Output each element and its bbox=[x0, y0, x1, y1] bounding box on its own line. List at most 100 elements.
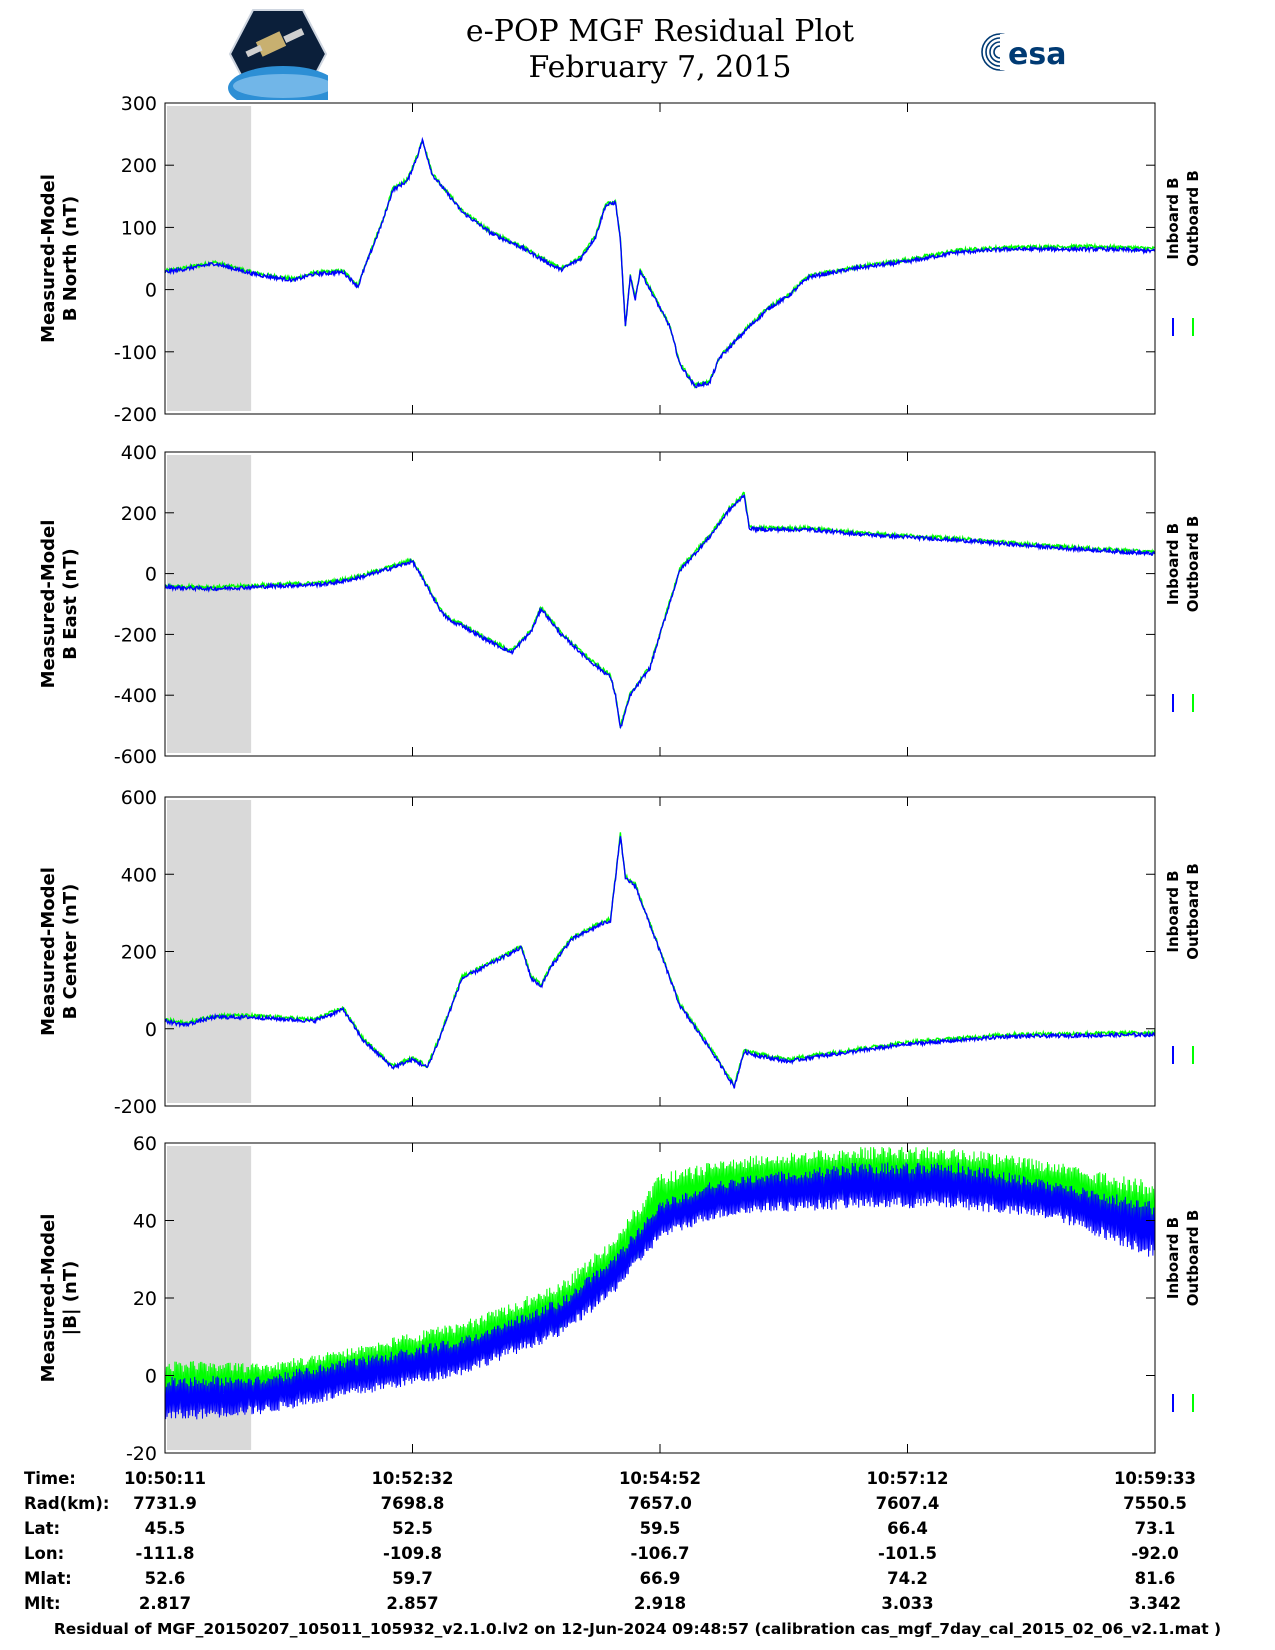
y-tick-label: -200 bbox=[114, 1096, 157, 1118]
y-tick-label: -400 bbox=[114, 685, 157, 707]
series-line-inboard-b bbox=[164, 836, 1156, 1089]
ephemeris-value: 2.918 bbox=[634, 1594, 686, 1613]
y-tick-label: -600 bbox=[114, 746, 157, 768]
panel-2: -600 -400 -200 0 200 400 Measured-ModelB East … bbox=[38, 442, 1202, 768]
ephemeris-value: 73.1 bbox=[1135, 1519, 1176, 1538]
ephemeris-label: Rad(km): bbox=[24, 1494, 110, 1513]
ephemeris-value: -101.5 bbox=[878, 1544, 937, 1563]
ephemeris-value: 2.857 bbox=[386, 1594, 438, 1613]
ephemeris-value: 7607.4 bbox=[876, 1494, 940, 1513]
y-tick-label: 200 bbox=[121, 503, 157, 525]
y-tick-label: -200 bbox=[114, 624, 157, 646]
legend: Inboard B Outboard B bbox=[1164, 863, 1202, 960]
y-axis-label-line: B Center (nT) bbox=[60, 884, 81, 1020]
y-axis-label-line: B East (nT) bbox=[60, 548, 81, 660]
ephemeris-label: Lat: bbox=[24, 1519, 60, 1538]
y-tick-label: 400 bbox=[121, 864, 157, 886]
y-tick-label: 300 bbox=[121, 93, 157, 115]
legend-outboard-label: Outboard B bbox=[1184, 516, 1202, 613]
ephemeris-value: -92.0 bbox=[1131, 1544, 1179, 1563]
y-tick-label: 100 bbox=[121, 217, 157, 239]
y-axis-label-line: |B| (nT) bbox=[60, 1261, 81, 1336]
ephemeris-table: Time: Rad(km): Lat: Lon: Mlat: Mlt: 10:50:11 10… bbox=[24, 1469, 1196, 1613]
panel-4: -20 0 20 40 60 Measured-Model|B| (nT) Inboard … bbox=[38, 1133, 1202, 1465]
series-line-inboard-b bbox=[164, 1162, 1156, 1420]
ephemeris-value: 2.817 bbox=[139, 1594, 191, 1613]
y-tick-label: -200 bbox=[114, 404, 157, 426]
plot-title: e-POP MGF Residual Plot February 7, 2015 bbox=[380, 14, 940, 86]
series-line-outboard-b bbox=[164, 139, 1155, 389]
legend-inboard-label: Inboard B bbox=[1164, 870, 1182, 952]
legend-inboard-label: Inboard B bbox=[1164, 1217, 1182, 1299]
y-tick-label: 600 bbox=[121, 787, 157, 809]
y-tick-label: 0 bbox=[145, 1366, 157, 1388]
legend-outboard-label: Outboard B bbox=[1184, 863, 1202, 960]
series-line-outboard-b bbox=[164, 491, 1156, 729]
x-tick-label: 10:59:33 bbox=[1114, 1469, 1196, 1488]
ephemeris-label: Lon: bbox=[24, 1544, 64, 1563]
y-axis-label-line: Measured-Model bbox=[38, 867, 59, 1036]
y-tick-label: 0 bbox=[145, 1019, 157, 1041]
ephemeris-value: 52.6 bbox=[145, 1569, 186, 1588]
panel-3: -200 0 200 400 600 Measured-ModelB Center (nT… bbox=[38, 787, 1202, 1118]
y-tick-label: 20 bbox=[133, 1288, 157, 1310]
y-axis-label-line: Measured-Model bbox=[38, 174, 59, 343]
esa-logo: esa bbox=[981, 33, 1066, 72]
panel-1: -200 -100 0 100 200 300 Measured-ModelB North … bbox=[38, 93, 1202, 426]
ephemeris-value: 66.9 bbox=[640, 1569, 681, 1588]
ephemeris-value: 7550.5 bbox=[1123, 1494, 1187, 1513]
series-line-inboard-b bbox=[164, 136, 1156, 389]
x-tick-label: 10:57:12 bbox=[866, 1469, 948, 1488]
ephemeris-value: 7698.8 bbox=[381, 1494, 445, 1513]
legend: Inboard B Outboard B bbox=[1164, 1210, 1202, 1307]
y-tick-label: 200 bbox=[121, 942, 157, 964]
y-axis-label-line: B North (nT) bbox=[60, 196, 81, 322]
shaded-region bbox=[167, 455, 252, 753]
y-axis-label-line: Measured-Model bbox=[38, 1214, 59, 1383]
legend-outboard-label: Outboard B bbox=[1184, 170, 1202, 267]
ephemeris-value: 7731.9 bbox=[133, 1494, 197, 1513]
title-line-2: February 7, 2015 bbox=[528, 50, 792, 85]
series-line-outboard-b bbox=[164, 832, 1156, 1086]
y-axis-label: Measured-Model|B| (nT) bbox=[38, 1214, 81, 1383]
ephemeris-value: 3.342 bbox=[1129, 1594, 1181, 1613]
y-axis-label: Measured-ModelB Center (nT) bbox=[38, 867, 81, 1036]
ephemeris-value: 45.5 bbox=[145, 1519, 186, 1538]
ephemeris-value: 59.7 bbox=[392, 1569, 433, 1588]
legend-inboard-label: Inboard B bbox=[1164, 523, 1182, 605]
esa-logo-text: esa bbox=[1008, 37, 1066, 72]
shaded-region bbox=[167, 800, 252, 1103]
ephemeris-label: Mlt: bbox=[24, 1594, 61, 1613]
y-axis-label: Measured-ModelB East (nT) bbox=[38, 520, 81, 689]
x-tick-label: 10:54:52 bbox=[619, 1469, 701, 1488]
y-tick-label: 400 bbox=[121, 442, 157, 464]
ephemeris-value: 74.2 bbox=[887, 1569, 928, 1588]
ephemeris-value: 7657.0 bbox=[628, 1494, 692, 1513]
footer-caption: Residual of MGF_20150207_105011_105932_v… bbox=[53, 1620, 1222, 1638]
y-tick-label: 40 bbox=[133, 1211, 157, 1233]
y-tick-label: 60 bbox=[133, 1133, 157, 1155]
axes-box bbox=[164, 102, 1156, 415]
y-tick-label: 200 bbox=[121, 155, 157, 177]
ephemeris-label: Time: bbox=[24, 1469, 76, 1488]
ephemeris-value: 52.5 bbox=[392, 1519, 433, 1538]
cassiope-logo bbox=[228, 9, 328, 100]
y-tick-label: -100 bbox=[114, 342, 157, 364]
ephemeris-value: 66.4 bbox=[887, 1519, 928, 1538]
ephemeris-value: 59.5 bbox=[640, 1519, 681, 1538]
x-tick-label: 10:50:11 bbox=[124, 1469, 206, 1488]
ephemeris-value: 81.6 bbox=[1135, 1569, 1176, 1588]
x-tick-label: 10:52:32 bbox=[371, 1469, 453, 1488]
y-tick-label: 0 bbox=[145, 280, 157, 302]
y-tick-label: 0 bbox=[145, 564, 157, 586]
ephemeris-value: 3.033 bbox=[881, 1594, 933, 1613]
ephemeris-value: -106.7 bbox=[630, 1544, 689, 1563]
legend: Inboard B Outboard B bbox=[1164, 170, 1202, 267]
legend-inboard-label: Inboard B bbox=[1164, 177, 1182, 259]
title-line-1: e-POP MGF Residual Plot bbox=[465, 14, 855, 49]
shaded-region bbox=[167, 106, 252, 411]
ephemeris-value: -109.8 bbox=[383, 1544, 442, 1563]
y-axis-label-line: Measured-Model bbox=[38, 520, 59, 689]
series-line-inboard-b bbox=[164, 494, 1156, 730]
